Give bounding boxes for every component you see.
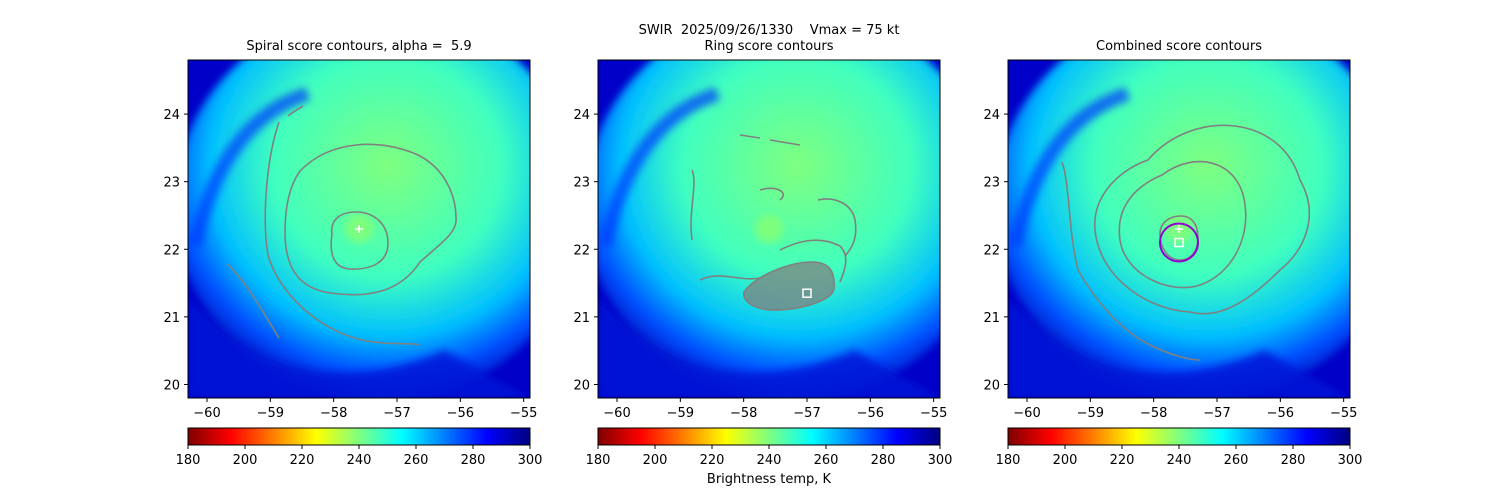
colorbar-label: Brightness temp, K bbox=[706, 472, 832, 487]
score-contours bbox=[1061, 124, 1310, 361]
y-tick-label: 21 bbox=[983, 311, 1000, 326]
x-tick-label: −58 bbox=[320, 406, 347, 421]
y-tick-label: 20 bbox=[983, 378, 1000, 393]
colorbar-tick-label: 240 bbox=[757, 453, 782, 468]
colorbar-tick-label: 300 bbox=[928, 453, 953, 468]
panel-3-title: Combined score contours bbox=[1096, 39, 1262, 54]
figure-suptitle: SWIR 2025/09/26/1330 Vmax = 75 kt bbox=[638, 23, 900, 38]
colorbar-tick-label: 240 bbox=[347, 453, 372, 468]
y-tick-label: 22 bbox=[163, 243, 180, 258]
colorbar-tick-label: 280 bbox=[1281, 453, 1306, 468]
colorbar-tick-label: 280 bbox=[461, 453, 486, 468]
x-tick-label: −56 bbox=[857, 406, 884, 421]
colorbar-tick-label: 180 bbox=[586, 453, 611, 468]
colorbar-tick-label: 300 bbox=[1338, 453, 1363, 468]
x-tick-label: −55 bbox=[510, 406, 537, 421]
colorbar-tick-label: 220 bbox=[700, 453, 725, 468]
x-tick-label: −60 bbox=[193, 406, 220, 421]
panel-2: −60 −59 −58 −57 −56 −55 20 21 22 23 24 180 200 220 240… bbox=[573, 59, 953, 468]
rainband-gap bbox=[188, 87, 310, 248]
y-tick-label: 20 bbox=[573, 378, 590, 393]
colorbar-tick-label: 200 bbox=[233, 453, 258, 468]
score-contours bbox=[226, 105, 457, 346]
y-tick-label: 24 bbox=[163, 108, 180, 123]
contour-spiral-arm bbox=[264, 121, 421, 346]
colorbar-tick-label: 200 bbox=[1053, 453, 1078, 468]
x-tick-label: −57 bbox=[793, 406, 820, 421]
y-tick-label: 23 bbox=[163, 176, 180, 191]
colorbar bbox=[1007, 427, 1351, 446]
axes-frame bbox=[1007, 59, 1351, 399]
x-tick-label: −58 bbox=[1140, 406, 1167, 421]
contour-scattered bbox=[690, 169, 857, 257]
contour-outer bbox=[1094, 124, 1310, 315]
brightness-temp-image bbox=[1008, 60, 1350, 398]
colorbar-tick-label: 200 bbox=[643, 453, 668, 468]
x-tick-label: −59 bbox=[257, 406, 284, 421]
contour-spiral-arm bbox=[1061, 161, 1201, 361]
colorbar-tick-label: 260 bbox=[404, 453, 429, 468]
contour-top-bits bbox=[739, 134, 801, 146]
y-tick-label: 20 bbox=[163, 378, 180, 393]
x-tick-label: −55 bbox=[920, 406, 947, 421]
center-square-marker bbox=[1174, 237, 1184, 248]
colorbar-tick-label: 260 bbox=[814, 453, 839, 468]
axes-frame bbox=[597, 59, 941, 399]
x-tick-label: −59 bbox=[667, 406, 694, 421]
contour-inner bbox=[330, 211, 389, 270]
outer-dry-band bbox=[1008, 296, 1350, 398]
colorbar-tick-label: 220 bbox=[290, 453, 315, 468]
rainband-gap bbox=[1008, 87, 1130, 248]
score-contours bbox=[690, 134, 857, 311]
outer-dry-band bbox=[598, 296, 940, 398]
y-tick-label: 21 bbox=[573, 311, 590, 326]
panel-2-title: Ring score contours bbox=[704, 39, 834, 54]
x-tick-label: −56 bbox=[1267, 406, 1294, 421]
x-tick-label: −59 bbox=[1077, 406, 1104, 421]
panel-1-title: Spiral score contours, alpha = 5.9 bbox=[246, 39, 472, 54]
y-tick-label: 22 bbox=[983, 243, 1000, 258]
x-tick-label: −60 bbox=[1013, 406, 1040, 421]
colorbar-tick-label: 280 bbox=[871, 453, 896, 468]
panel-3: −60 −59 −58 −57 −56 −55 20 21 22 23 24 180 200 220 240… bbox=[983, 59, 1363, 468]
x-tick-label: −57 bbox=[383, 406, 410, 421]
x-tick-label: −58 bbox=[730, 406, 757, 421]
y-tick-label: 22 bbox=[573, 243, 590, 258]
eye-region bbox=[755, 215, 783, 243]
x-tick-label: −56 bbox=[447, 406, 474, 421]
colorbar-tick-label: 180 bbox=[996, 453, 1021, 468]
fitted-eye-circle bbox=[1159, 222, 1199, 263]
contour-middle bbox=[284, 143, 457, 296]
colorbar-tick-label: 300 bbox=[518, 453, 543, 468]
brightness-temp-image bbox=[598, 60, 940, 398]
y-tick-label: 24 bbox=[573, 108, 590, 123]
contour-outer-fragment bbox=[226, 263, 280, 339]
x-tick-label: −55 bbox=[1330, 406, 1357, 421]
contour-ring-dense bbox=[743, 261, 835, 311]
contour-middle bbox=[1118, 160, 1247, 289]
colorbar bbox=[597, 427, 941, 446]
panel-1: −60 −59 −58 −57 −56 −55 20 21 22 23 24 180 200 220 240… bbox=[163, 59, 543, 468]
outer-dry-band bbox=[188, 296, 530, 398]
center-square-marker bbox=[802, 288, 812, 298]
y-tick-label: 23 bbox=[983, 176, 1000, 191]
axes-frame bbox=[187, 59, 531, 399]
colorbar bbox=[187, 427, 531, 446]
colorbar-tick-label: 240 bbox=[1167, 453, 1192, 468]
contour-ring-fragments bbox=[699, 239, 847, 283]
x-tick-label: −60 bbox=[603, 406, 630, 421]
center-plus-marker bbox=[355, 225, 363, 233]
colorbar-tick-label: 260 bbox=[1224, 453, 1249, 468]
colorbar-tick-label: 220 bbox=[1110, 453, 1135, 468]
colorbar-tick-label: 180 bbox=[176, 453, 201, 468]
y-tick-label: 23 bbox=[573, 176, 590, 191]
center-plus-marker bbox=[1175, 225, 1183, 233]
rainband-gap bbox=[598, 87, 720, 248]
y-tick-label: 21 bbox=[163, 311, 180, 326]
x-tick-label: −57 bbox=[1203, 406, 1230, 421]
y-tick-label: 24 bbox=[983, 108, 1000, 123]
contour-top-fragment bbox=[287, 105, 304, 117]
